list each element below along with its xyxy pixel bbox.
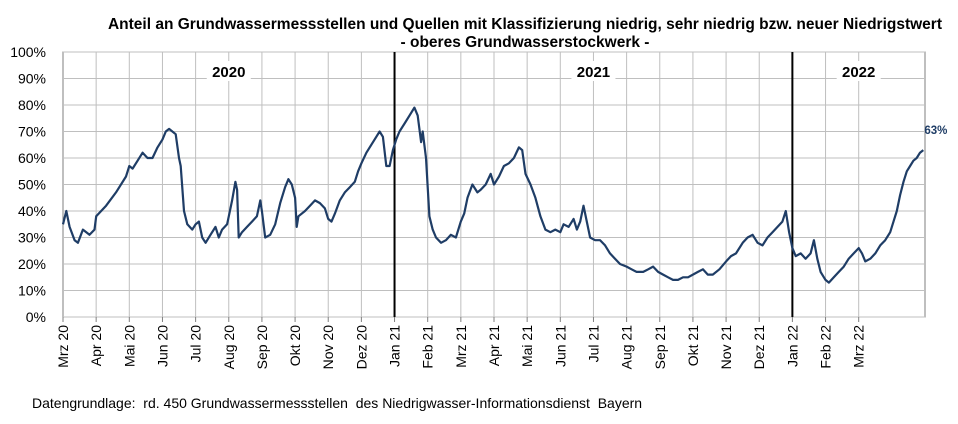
x-tick-label: Mai 20 [121, 325, 137, 367]
y-tick-label: 100% [10, 44, 46, 60]
x-tick-label: Apr 20 [88, 325, 104, 366]
x-tick-label: Okt 21 [685, 325, 701, 366]
x-tick-label: Aug 21 [619, 325, 635, 370]
x-tick-label: Jun 21 [552, 325, 568, 367]
x-tick-label: Jan 21 [387, 325, 403, 367]
x-tick-label: Dez 20 [353, 325, 369, 370]
y-tick-label: 80% [18, 97, 46, 113]
series-line [61, 106, 924, 284]
x-tick-label: Jul 21 [585, 325, 601, 363]
y-tick-label: 0% [26, 309, 46, 325]
x-tick-label: Mrz 22 [851, 325, 867, 368]
x-tick-label: Mrz 20 [55, 325, 71, 368]
y-tick-label: 70% [18, 124, 46, 140]
chart-title-block: Anteil an Grundwassermessstellen und Que… [60, 16, 950, 52]
chart-subtitle: - oberes Grundwasserstockwerk - [400, 34, 650, 51]
x-tick-label: Aug 20 [221, 325, 237, 370]
year-label-bg [571, 61, 616, 81]
y-tick-label: 20% [18, 256, 46, 272]
x-tick-label: Sep 21 [652, 325, 668, 370]
year-label: 2020 [212, 64, 245, 81]
chart-title: Anteil an Grundwassermessstellen und Que… [107, 16, 942, 33]
y-tick-label: 10% [18, 283, 46, 299]
x-tick-label: Mrz 21 [453, 325, 469, 368]
y-tick-label: 60% [18, 150, 46, 166]
x-tick-label: Jun 20 [154, 325, 170, 367]
x-tick-label: Nov 21 [718, 325, 734, 370]
y-tick-label: 30% [18, 230, 46, 246]
x-tick-label: Nov 20 [320, 325, 336, 370]
y-tick-label: 40% [18, 203, 46, 219]
year-label: 2022 [842, 64, 875, 81]
x-tick-label: Jul 20 [188, 325, 204, 363]
x-tick-label: Sep 20 [254, 325, 270, 370]
y-tick-label: 50% [18, 177, 46, 193]
y-tick-label: 90% [18, 71, 46, 87]
year-label: 2021 [577, 64, 610, 81]
x-tick-label: Dez 21 [751, 325, 767, 370]
data-source-footer: Datengrundlage: rd. 450 Grundwassermesss… [32, 395, 643, 411]
x-tick-label: Mai 21 [519, 325, 535, 367]
x-tick-label: Feb 21 [420, 325, 436, 369]
x-tick-label: Apr 21 [486, 325, 502, 366]
x-tick-label: Jan 22 [784, 325, 800, 367]
year-label-bg [836, 61, 881, 81]
x-tick-label: Okt 20 [287, 325, 303, 366]
end-value-label: 63% [924, 125, 947, 137]
x-tick-label: Feb 22 [818, 325, 834, 369]
year-label-bg [206, 61, 251, 81]
